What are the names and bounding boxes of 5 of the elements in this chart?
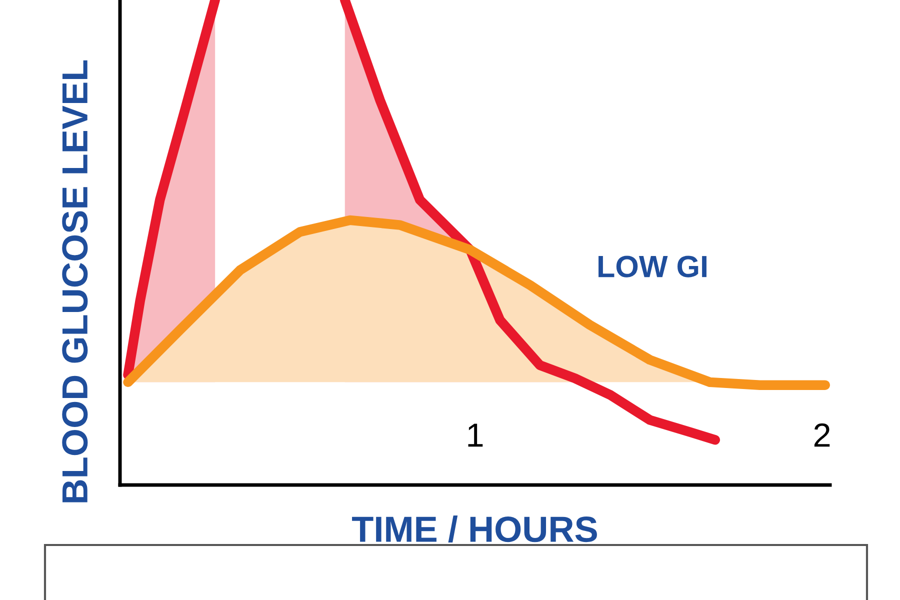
- y-axis-title: BLOOD GLUCOSE LEVEL: [62, 60, 88, 502]
- x-tick-label: 2: [814, 423, 830, 447]
- x-axis-title: TIME / HOURS: [352, 516, 597, 542]
- annotation: LOW GI: [598, 256, 706, 278]
- x-tick-label: 1: [468, 424, 483, 447]
